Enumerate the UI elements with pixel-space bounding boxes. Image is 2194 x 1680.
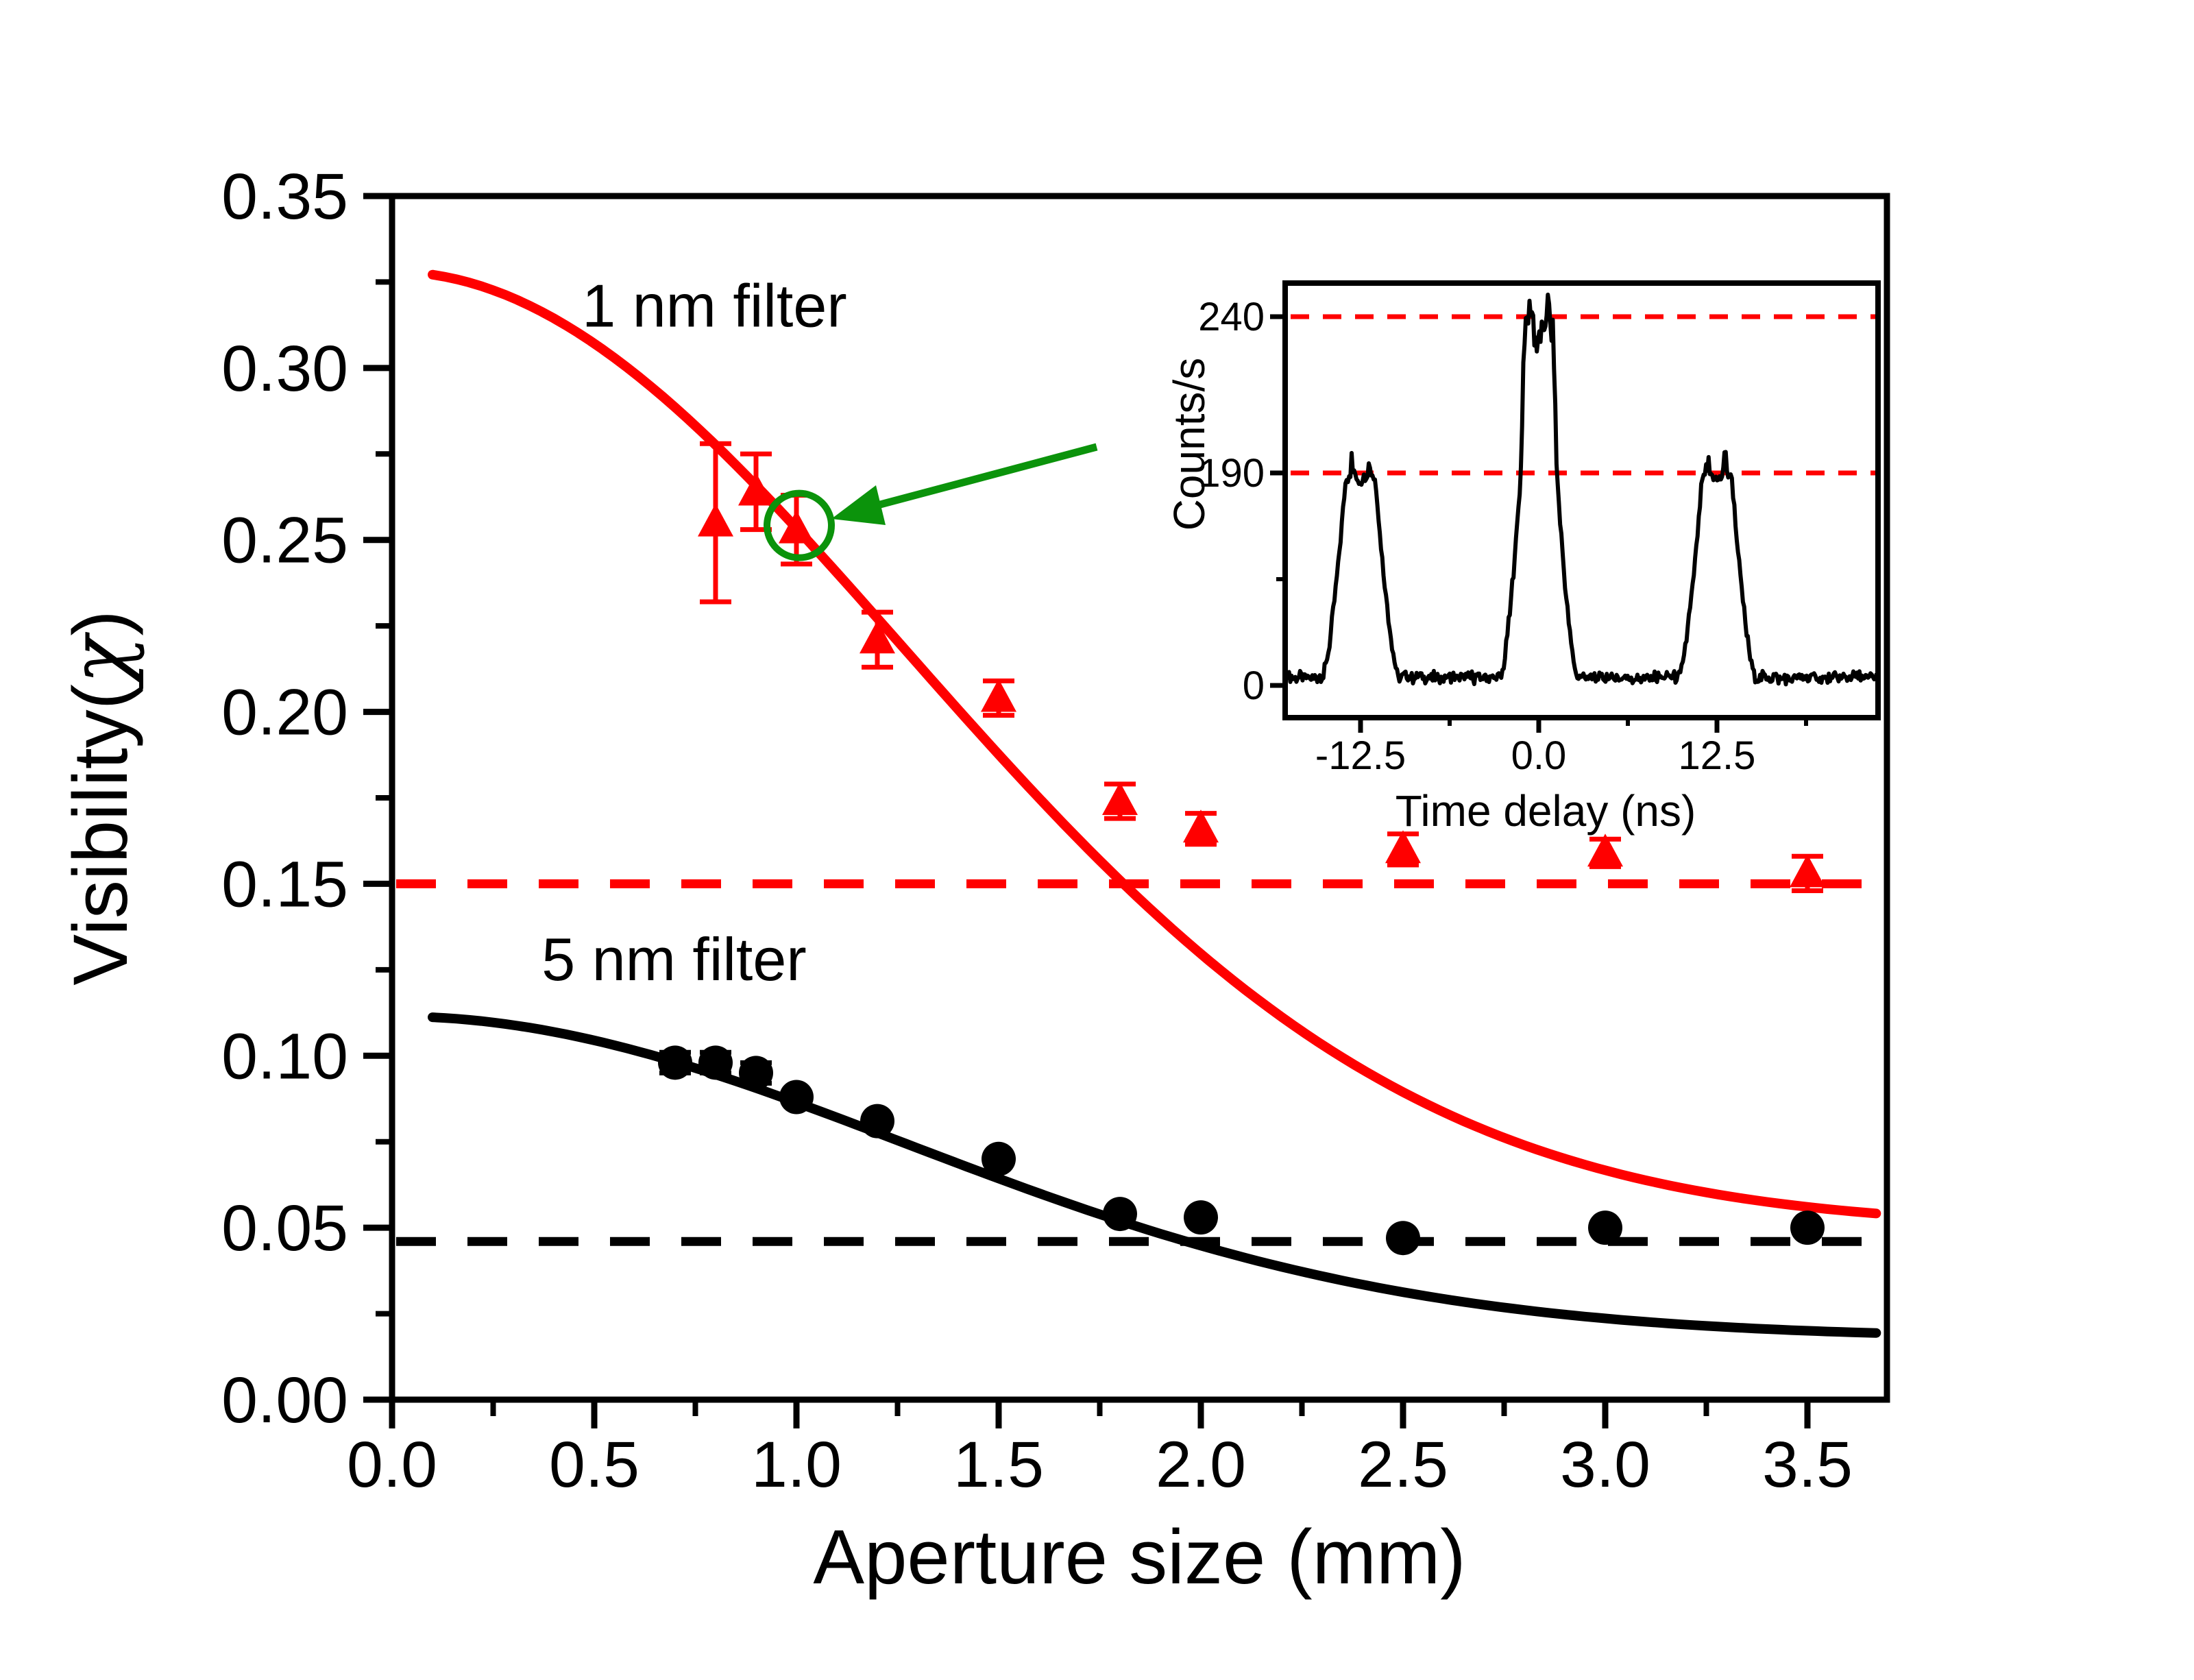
fit-curve-5nm-filter (428, 1012, 1881, 1338)
arrow-head-icon (831, 485, 886, 525)
y-tick-label: 0.10 (221, 1020, 348, 1093)
circle-data-marker (658, 1045, 692, 1080)
x-tick-label: 1.0 (751, 1428, 842, 1501)
x-tick-label: 0.0 (347, 1428, 437, 1501)
inset-y-tick-label: 240 (1198, 295, 1265, 339)
x-tick-label: 2.5 (1358, 1428, 1448, 1501)
series-label-5nm: 5 nm filter (541, 925, 806, 993)
y-tick-label: 0.20 (221, 677, 348, 749)
circle-data-marker (779, 1080, 814, 1115)
triangle-data-marker (1102, 782, 1138, 816)
inset-background (1285, 283, 1878, 718)
inset-y-axis-label: Counts/s (1165, 358, 1214, 531)
series-label-1nm: 1 nm filter (582, 272, 846, 340)
main-plot: 1 nm filter 5 nm filter 0.0 0.5 1.0 1.5 2.0 2.5… (53, 160, 1890, 1600)
inset-y-tick-label: 0 (1243, 664, 1265, 708)
x-tick-label: 0.5 (549, 1428, 639, 1501)
inset-frame (1282, 280, 1881, 720)
circle-data-marker (982, 1141, 1016, 1176)
inset-x-tick-label: 0.0 (1511, 733, 1567, 778)
y-axis-label: Visibility(χ) (53, 610, 146, 985)
inset-plot: 240 190 0 -12.5 0.0 12.5 Time delay (ns) Counts… (1165, 280, 1881, 836)
triangle-data-marker (1385, 830, 1421, 864)
inset-x-axis-label: Time delay (ns) (1395, 786, 1696, 836)
circle-data-marker (1184, 1200, 1218, 1235)
highlight-circle (764, 489, 835, 561)
triangle-data-marker (981, 679, 1016, 712)
green-annotations (764, 443, 1098, 561)
circle-data-marker (860, 1104, 894, 1139)
circle-data-marker (698, 1045, 733, 1080)
circle-data-marker (1386, 1221, 1420, 1256)
triangle-data-marker (779, 510, 814, 544)
circle-data-marker (739, 1056, 773, 1091)
circle-data-marker (1588, 1210, 1622, 1245)
inset-signal-curve (1285, 292, 1879, 687)
x-tick-label: 2.0 (1156, 1428, 1246, 1501)
triangle-data-marker (1183, 809, 1219, 843)
y-tick-label: 0.25 (221, 504, 348, 577)
triangle-data-marker (1587, 833, 1623, 867)
triangle-data-marker (698, 503, 733, 537)
x-tick-label: 1.5 (953, 1428, 1044, 1501)
inset-x-tick-label: -12.5 (1315, 733, 1406, 778)
y-tick-label: 0.30 (221, 332, 348, 405)
y-tick-label: 0.35 (221, 160, 348, 233)
arrow-shaft (864, 443, 1098, 513)
fit-curve-1nm-filter (428, 269, 1881, 1219)
triangle-data-marker (1790, 854, 1825, 888)
circle-data-marker (1103, 1197, 1137, 1232)
triangle-data-marker (860, 620, 895, 654)
x-axis-label: Aperture size (mm) (813, 1514, 1465, 1600)
x-tick-label: 3.5 (1762, 1428, 1853, 1501)
x-tick-label: 3.0 (1560, 1428, 1650, 1501)
y-tick-label: 0.05 (221, 1192, 348, 1265)
triangle-data-marker (738, 472, 774, 506)
inset-y-tick-label: 190 (1198, 451, 1265, 496)
inset-x-tick-label: 12.5 (1679, 733, 1756, 778)
y-tick-label: 0.15 (221, 848, 348, 921)
circle-data-marker (1790, 1210, 1825, 1245)
y-tick-label: 0.00 (221, 1364, 348, 1437)
